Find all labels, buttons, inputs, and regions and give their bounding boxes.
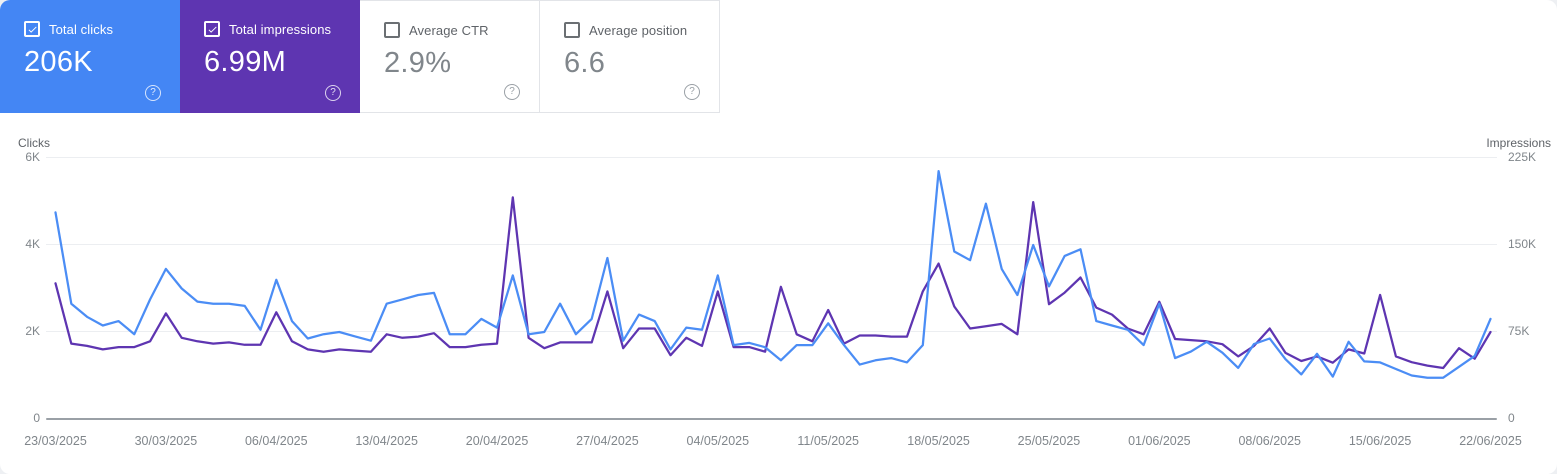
clicks-line	[54, 169, 1492, 379]
help-icon[interactable]: ?	[504, 84, 520, 100]
x-axis-date-label: 18/05/2025	[907, 434, 970, 448]
gridline	[46, 331, 1497, 332]
right-axis-title: Impressions	[1486, 136, 1551, 150]
left-axis-tick: 6K	[25, 150, 40, 164]
x-axis-date-label: 23/03/2025	[24, 434, 87, 448]
help-icon[interactable]: ?	[145, 85, 161, 101]
total-impressions-value: 6.99M	[204, 46, 287, 78]
left-axis-title: Clicks	[18, 136, 50, 150]
x-axis-date-label: 13/04/2025	[355, 434, 418, 448]
right-axis-tick: 150K	[1508, 237, 1537, 251]
left-axis-tick: 4K	[25, 237, 40, 251]
right-axis-tick: 0	[1508, 411, 1515, 425]
x-axis-date-label: 01/06/2025	[1128, 434, 1191, 448]
checkbox-checked-icon[interactable]	[24, 21, 40, 37]
x-axis-baseline	[46, 418, 1497, 420]
checkbox-checked-icon[interactable]	[204, 21, 220, 37]
x-axis-date-label: 06/04/2025	[244, 434, 308, 448]
x-axis-date-label: 08/06/2025	[1238, 434, 1301, 448]
gridline	[46, 157, 1497, 158]
average-ctr-card[interactable]: Average CTR 2.9% ?	[360, 0, 540, 113]
x-axis-date-label: 30/03/2025	[134, 434, 198, 448]
checkbox-unchecked-icon[interactable]	[384, 22, 400, 38]
help-icon[interactable]: ?	[325, 85, 341, 101]
total-impressions-label: Total impressions	[229, 21, 332, 37]
x-axis-date-label: 22/06/2025	[1459, 434, 1522, 448]
total-clicks-label: Total clicks	[49, 21, 114, 37]
gridline	[46, 244, 1497, 245]
average-position-card[interactable]: Average position 6.6 ?	[540, 0, 720, 113]
x-axis-date-label: 25/05/2025	[1017, 434, 1081, 448]
left-axis-tick: 0	[33, 411, 40, 425]
total-clicks-card[interactable]: Total clicks 206K ?	[0, 0, 180, 113]
metric-cards-row: Total clicks 206K ? Total impressions 6.…	[0, 0, 720, 113]
x-axis-date-label: 15/06/2025	[1348, 434, 1412, 448]
right-axis-tick: 75K	[1508, 324, 1530, 338]
help-icon[interactable]: ?	[684, 84, 700, 100]
impressions-line	[54, 196, 1492, 370]
total-clicks-value: 206K	[24, 46, 93, 78]
x-axis-date-label: 11/05/2025	[797, 434, 860, 448]
average-position-value: 6.6	[564, 47, 606, 79]
average-position-label: Average position	[589, 22, 688, 38]
left-axis-tick: 2K	[25, 324, 40, 338]
x-axis-date-label: 04/05/2025	[686, 434, 750, 448]
average-ctr-value: 2.9%	[384, 47, 452, 79]
total-impressions-card[interactable]: Total impressions 6.99M ?	[180, 0, 360, 113]
average-ctr-label: Average CTR	[409, 22, 489, 38]
x-axis-date-label: 27/04/2025	[576, 434, 639, 448]
checkbox-unchecked-icon[interactable]	[564, 22, 580, 38]
right-axis-tick: 225K	[1508, 150, 1537, 164]
x-axis-date-label: 20/04/2025	[465, 434, 529, 448]
